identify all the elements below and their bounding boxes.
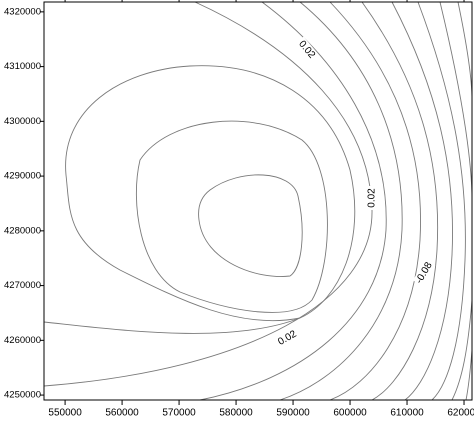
- y-tick-label: 4290000: [4, 171, 41, 182]
- x-tick-label: 580000: [219, 408, 253, 419]
- contour-line: [279, 1, 403, 401]
- contour-label-bg: [412, 259, 436, 287]
- x-tick-label: 570000: [162, 408, 196, 419]
- y-tick-label: 4320000: [4, 6, 41, 17]
- contour-line: [451, 299, 473, 401]
- contour-line: [135, 120, 328, 313]
- y-tick-label: 4280000: [4, 225, 41, 236]
- x-tick-label: 600000: [333, 408, 367, 419]
- y-tick-label: 4260000: [4, 335, 41, 346]
- y-tick-label: 4270000: [4, 280, 41, 291]
- contour-line: [43, 1, 373, 387]
- x-tick-label: 550000: [48, 408, 82, 419]
- contour-line: [43, 65, 356, 334]
- x-tick-label: 610000: [390, 408, 424, 419]
- contour-line: [417, 1, 466, 401]
- x-tick-label: 590000: [276, 408, 310, 419]
- contour-line: [329, 1, 421, 401]
- contour-label-bg: [273, 326, 301, 350]
- x-tick-label: 560000: [105, 408, 139, 419]
- contour-lines: [43, 1, 473, 401]
- contour-line: [361, 1, 439, 401]
- contour-line: [457, 1, 473, 101]
- contour-line: [439, 1, 473, 201]
- y-tick-label: 4300000: [4, 116, 41, 127]
- x-tick-label: 620000: [447, 408, 474, 419]
- plot-frame: [43, 1, 473, 401]
- y-tick-label: 4310000: [4, 61, 41, 72]
- contour-label-bg: [365, 185, 378, 210]
- contour-label-bg: [294, 36, 320, 63]
- contour-line: [65, 174, 301, 322]
- contour-line: [198, 174, 303, 277]
- contour-line: [199, 1, 387, 401]
- contour-label: 0.02: [366, 188, 377, 208]
- contour-line: [391, 1, 453, 401]
- y-tick-label: 4250000: [4, 390, 41, 401]
- contour-line: [465, 349, 473, 401]
